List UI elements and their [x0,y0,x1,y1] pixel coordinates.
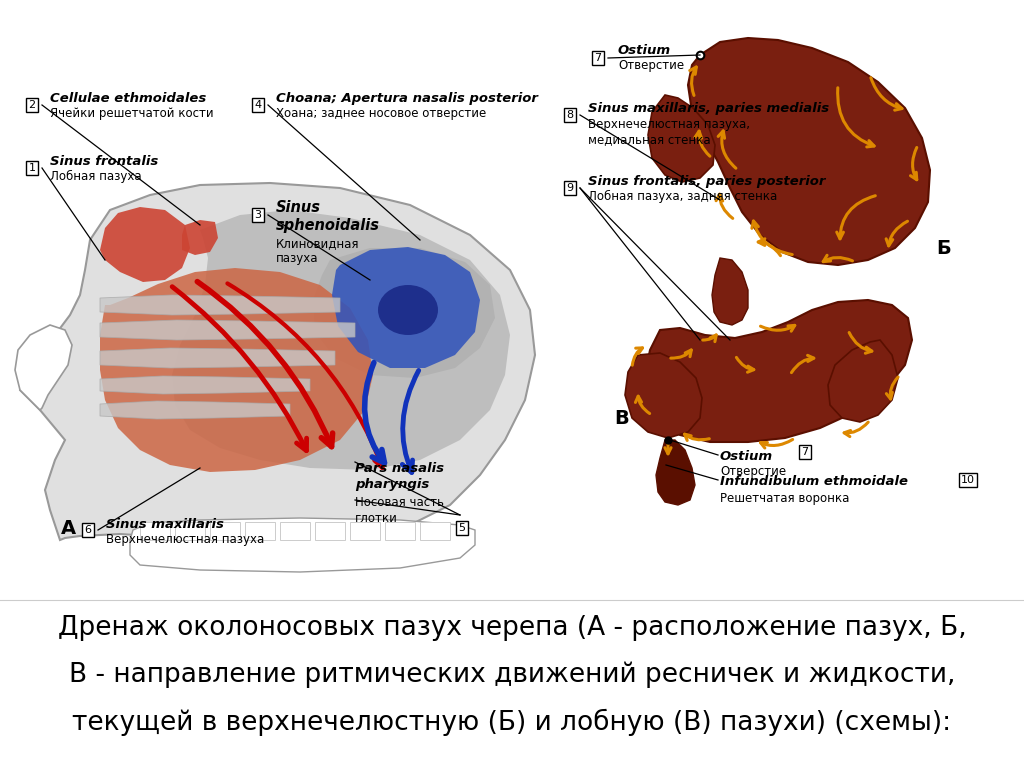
Polygon shape [210,522,240,540]
Ellipse shape [378,285,438,335]
Polygon shape [15,325,72,410]
Text: Решетчатая воронка: Решетчатая воронка [720,492,849,505]
Text: Choana; Apertura nasalis posterior: Choana; Apertura nasalis posterior [276,92,538,105]
Text: Хоана; заднее носовое отверстие: Хоана; заднее носовое отверстие [276,107,486,120]
Text: Infundibulum ethmoidale: Infundibulum ethmoidale [720,475,908,488]
Polygon shape [172,210,510,470]
Text: 5: 5 [459,523,466,533]
Polygon shape [313,248,495,378]
Text: Отверстие: Отверстие [720,465,786,478]
Text: Ячейки решетчатой кости: Ячейки решетчатой кости [50,107,214,120]
Polygon shape [280,522,310,540]
Polygon shape [20,183,535,543]
Text: пазуха: пазуха [276,252,318,265]
Polygon shape [182,220,218,255]
Polygon shape [625,353,702,438]
Polygon shape [712,258,748,325]
Text: 6: 6 [85,525,91,535]
Text: Sinus maxillaris, paries medialis: Sinus maxillaris, paries medialis [588,102,829,115]
Text: текущей в верхнечелюстную (Б) и лобную (В) пазухи) (схемы):: текущей в верхнечелюстную (Б) и лобную (… [73,708,951,736]
Text: В - направление ритмических движений ресничек и жидкости,: В - направление ритмических движений рес… [69,662,955,688]
Text: 3: 3 [255,210,261,220]
Text: медиальная стенка: медиальная стенка [588,133,711,146]
Polygon shape [100,401,290,419]
Text: 1: 1 [29,163,36,173]
Polygon shape [315,522,345,540]
Text: 9: 9 [566,183,573,193]
Text: Носовая часть: Носовая часть [355,496,444,509]
Polygon shape [332,247,480,368]
Polygon shape [350,522,380,540]
Polygon shape [100,376,310,394]
Polygon shape [130,518,475,572]
Text: глотки: глотки [355,512,398,525]
Text: Sinus frontalis, paries posterior: Sinus frontalis, paries posterior [588,175,825,188]
Text: Лобная пазуха: Лобная пазуха [50,170,141,183]
Polygon shape [648,95,715,182]
Text: Верхнечелюстная пазуха: Верхнечелюстная пазуха [106,533,264,546]
Text: Ostium: Ostium [618,44,671,57]
Text: А: А [60,518,76,538]
Text: Отверстие: Отверстие [618,59,684,72]
Polygon shape [420,522,450,540]
Polygon shape [175,522,205,540]
Text: Sinus maxillaris: Sinus maxillaris [106,518,224,531]
Text: 10: 10 [961,475,975,485]
Polygon shape [828,340,898,422]
Polygon shape [100,295,340,315]
Polygon shape [645,300,912,442]
Text: Б: Б [937,239,951,257]
Text: В: В [614,409,630,428]
Text: Pars nasalis: Pars nasalis [355,462,444,475]
Polygon shape [100,348,335,368]
Polygon shape [100,320,355,340]
Text: pharyngis: pharyngis [355,478,429,491]
Text: sphenoidalis: sphenoidalis [276,218,380,233]
Text: 4: 4 [254,100,261,110]
Polygon shape [140,522,170,540]
Text: Дренаж околоносовых пазух черепа (А - расположение пазух, Б,: Дренаж околоносовых пазух черепа (А - ра… [57,615,967,641]
Text: Лобная пазуха, задняя стенка: Лобная пазуха, задняя стенка [588,190,777,203]
Text: Sinus: Sinus [276,200,321,215]
Polygon shape [688,38,930,265]
Text: 7: 7 [802,447,809,457]
Text: Клиновидная: Клиновидная [276,237,359,250]
Polygon shape [100,268,373,472]
Polygon shape [656,440,695,505]
Polygon shape [385,522,415,540]
Text: Cellulae ethmoidales: Cellulae ethmoidales [50,92,206,105]
Text: Верхнечелюстная пазуха,: Верхнечелюстная пазуха, [588,118,750,131]
Text: 8: 8 [566,110,573,120]
Text: 2: 2 [29,100,36,110]
Text: Sinus frontalis: Sinus frontalis [50,155,159,168]
Polygon shape [100,207,190,282]
Polygon shape [245,522,275,540]
Text: 7: 7 [595,53,601,63]
Text: Ostium: Ostium [720,450,773,463]
